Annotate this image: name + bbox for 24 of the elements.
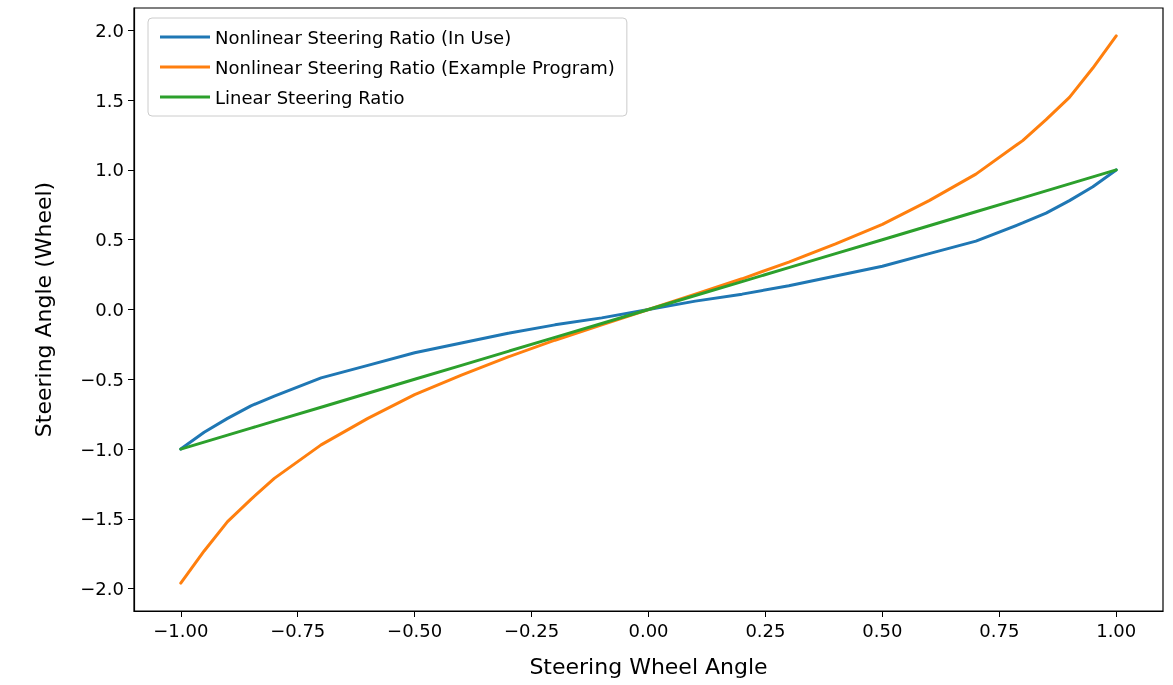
legend-label: Nonlinear Steering Ratio (Example Program) xyxy=(215,56,615,78)
x-tick-label: −0.75 xyxy=(270,619,326,641)
x-tick-label: 0.50 xyxy=(862,619,903,641)
legend-label: Linear Steering Ratio xyxy=(215,86,405,108)
x-axis-title: Steering Wheel Angle xyxy=(529,653,768,679)
x-tick-label: −0.50 xyxy=(387,619,443,641)
x-tick-label: −1.00 xyxy=(153,619,209,641)
line-series xyxy=(179,168,1118,451)
x-tick-label: 1.00 xyxy=(1096,619,1137,641)
y-tick-label: 0.0 xyxy=(95,299,124,320)
x-tick-label: −0.25 xyxy=(503,619,560,641)
x-tick-label: 0.75 xyxy=(979,619,1020,641)
legend-label: Nonlinear Steering Ratio (In Use) xyxy=(215,26,512,48)
y-tick-label: −0.5 xyxy=(80,368,124,390)
y-tick-label: −1.5 xyxy=(80,508,124,530)
y-tick-label: 1.0 xyxy=(95,159,124,181)
x-tick-label: 0.25 xyxy=(745,619,786,641)
y-tick-label: 2.0 xyxy=(95,19,124,41)
y-tick-label: −1.0 xyxy=(80,438,124,460)
y-tick-label: 0.5 xyxy=(95,229,124,251)
y-axis-title: Steering Angle (Wheel) xyxy=(30,181,56,438)
y-tick-label: 1.5 xyxy=(95,89,124,111)
y-tick-label: −2.0 xyxy=(80,578,124,600)
x-tick-label: 0.00 xyxy=(628,619,669,641)
